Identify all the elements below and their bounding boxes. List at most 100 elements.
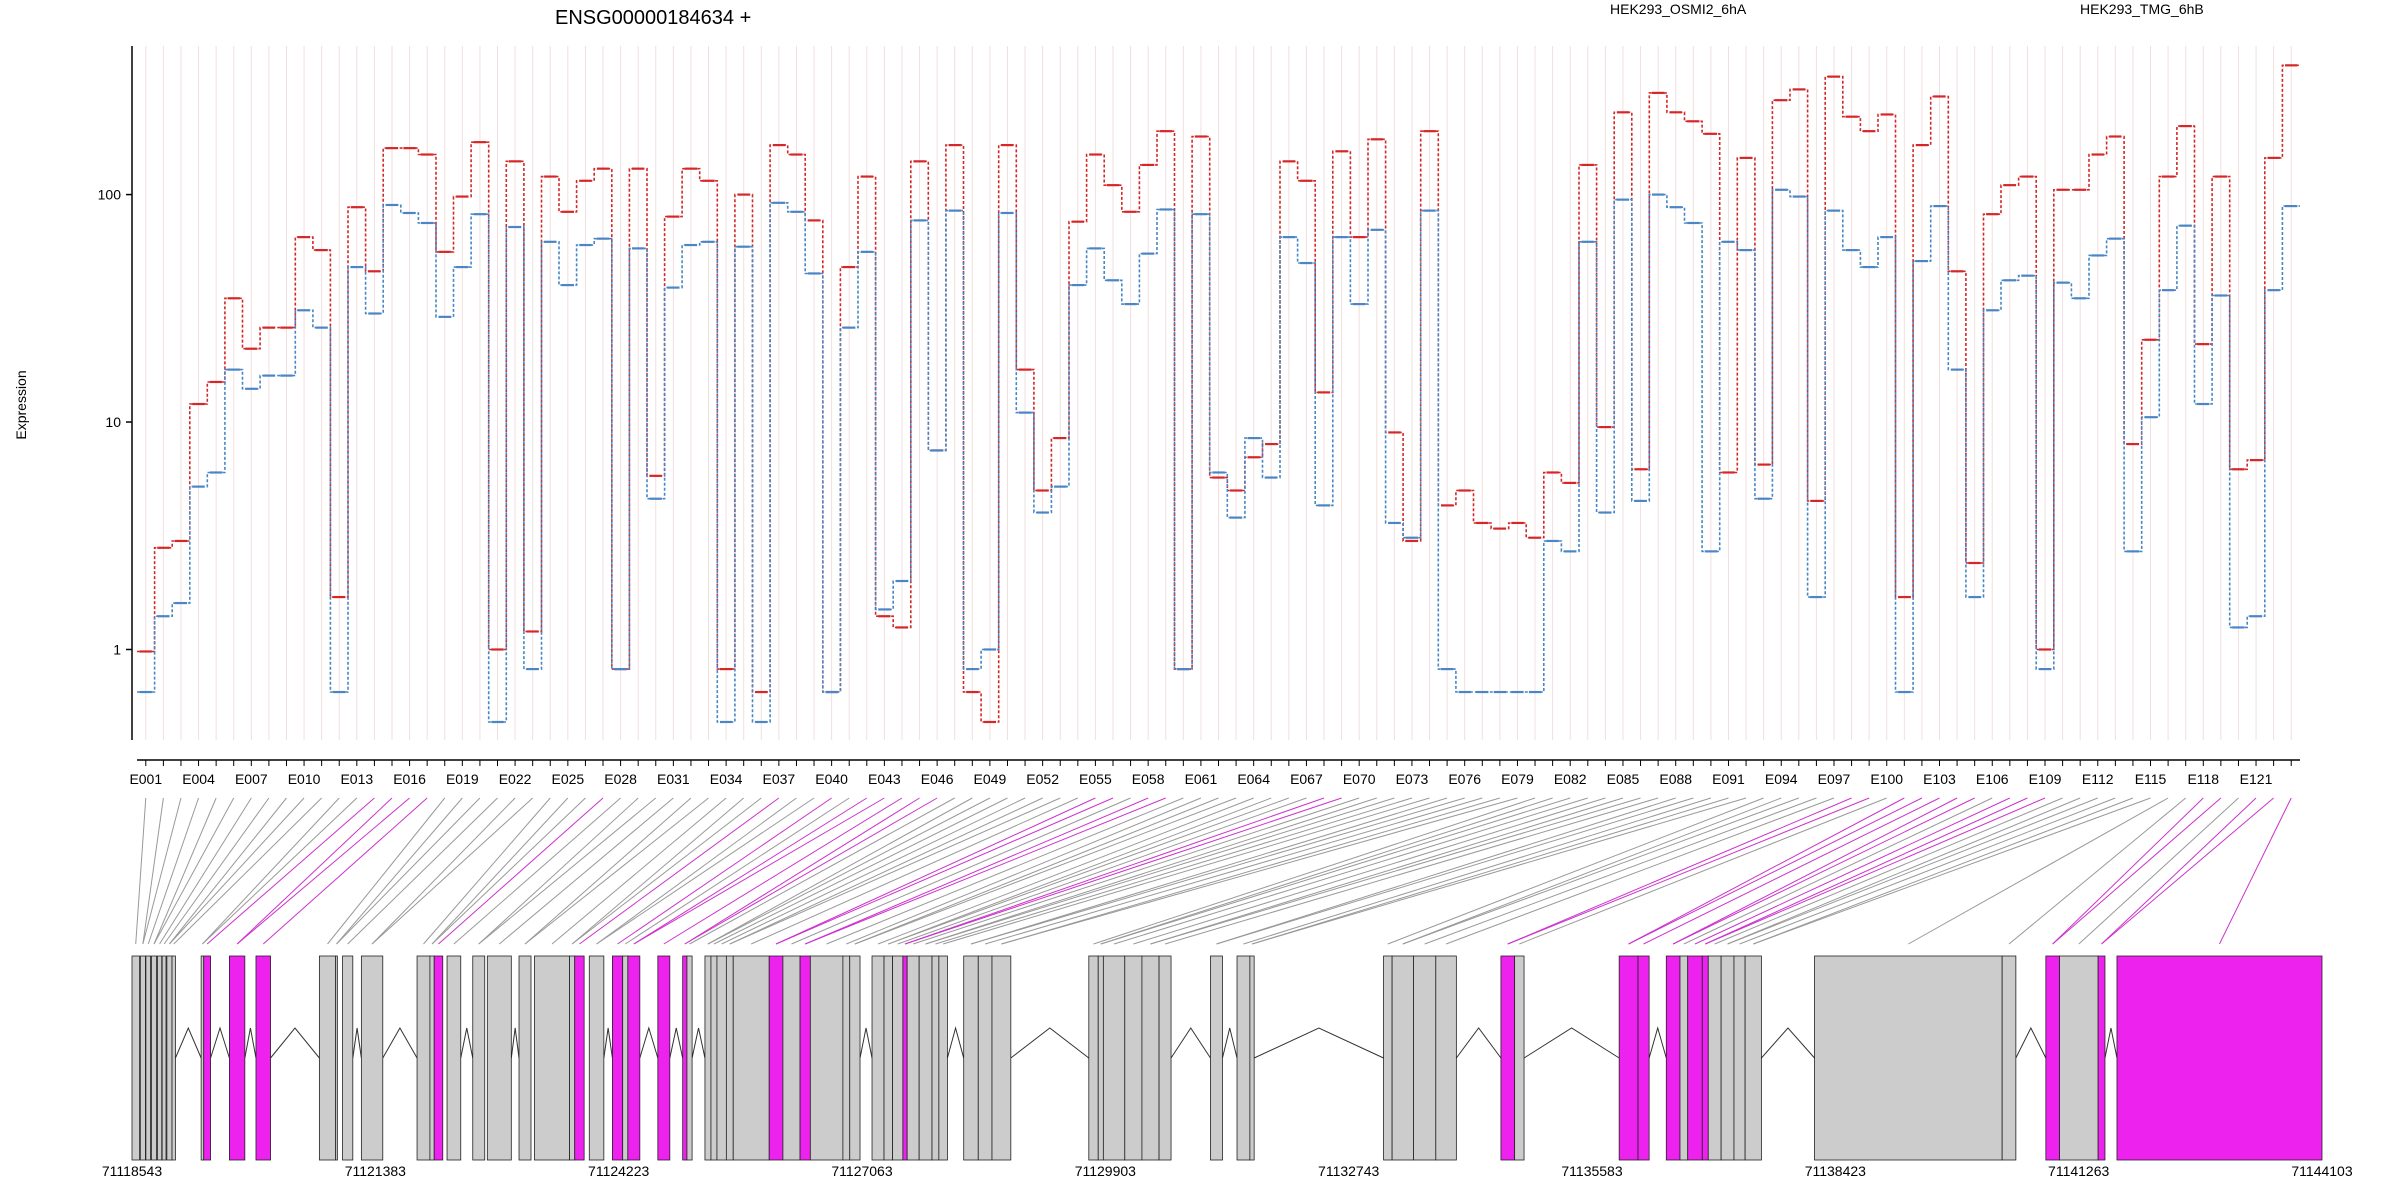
exon-block (977, 955, 993, 1161)
exon-block (229, 955, 246, 1161)
exon-connector (579, 797, 780, 945)
exon-connector (791, 797, 1131, 945)
x-tick-label: E073 (1396, 771, 1429, 787)
exon-connector (1507, 797, 1870, 945)
x-tick-label: E064 (1237, 771, 1270, 787)
exon-connector (721, 797, 1026, 945)
coordinate-label: 71135583 (1561, 1163, 1622, 1179)
exon-block (569, 955, 576, 1161)
exon-connector (888, 797, 1290, 945)
x-tick-label: E031 (657, 771, 690, 787)
exon-block (1383, 955, 1393, 1161)
x-tick-label: E109 (2029, 771, 2062, 787)
exon-connector (169, 797, 305, 945)
y-tick-label: 1 (113, 641, 121, 657)
exon-connector (336, 797, 481, 945)
exon-block (161, 955, 167, 1161)
coordinate-label: 71138423 (1805, 1163, 1866, 1179)
exon-connector (942, 797, 1430, 945)
exon-connector (1739, 797, 2116, 945)
x-tick-label: E118 (2187, 771, 2219, 787)
exon-block (1210, 955, 1223, 1161)
exon-block (1097, 955, 1104, 1161)
x-tick-label: E115 (2135, 771, 2167, 787)
exon-connector (1672, 797, 1958, 945)
x-tick-label: E121 (2240, 771, 2273, 787)
exon-connector (713, 797, 1008, 945)
exon-block (416, 955, 431, 1161)
exon-connector (1100, 797, 1553, 945)
exon-block (1514, 955, 1525, 1161)
exon-connector (1727, 797, 2098, 945)
exon-connector (1113, 797, 1588, 945)
x-tick-label: E022 (499, 771, 532, 787)
x-tick-label: E043 (868, 771, 901, 787)
exon-block (2097, 955, 2106, 1161)
x-tick-label: E091 (1712, 771, 1745, 787)
x-tick-label: E058 (1132, 771, 1165, 787)
exon-connector (888, 797, 1272, 945)
exon-connector (153, 797, 235, 945)
exon-block (255, 955, 271, 1161)
exon-connector (596, 797, 797, 945)
x-tick-label: E079 (1501, 771, 1534, 787)
legend-entry-osmi2: HEK293_OSMI2_6hA (1610, 1, 1747, 17)
exon-block (429, 955, 435, 1161)
exon-connector (1402, 797, 1782, 945)
intron-line (1761, 1027, 1815, 1059)
exon-connector (663, 797, 903, 945)
intron-line (1455, 1027, 1502, 1059)
exon-block (1679, 955, 1689, 1161)
exon-block (2001, 955, 2017, 1161)
coordinate-label: 71132743 (1318, 1163, 1379, 1179)
exon-block (799, 955, 811, 1161)
exon-connector (1705, 797, 2028, 945)
exon-connector (904, 797, 1342, 945)
exon-connector (633, 797, 868, 945)
exon-connector (1164, 797, 1659, 945)
x-tick-label: E040 (815, 771, 848, 787)
exon-block (1665, 955, 1681, 1161)
exon-connector (1243, 797, 1712, 945)
exon-connector (2078, 797, 2239, 945)
exon-connector (423, 797, 551, 945)
exon-connector (751, 797, 1079, 945)
y-tick-label: 100 (98, 187, 122, 203)
exon-connector (2219, 797, 2292, 945)
intron-line (270, 1027, 320, 1059)
exon-connector (206, 797, 375, 945)
exon-connector (912, 797, 1360, 945)
exon-connector (805, 797, 1166, 945)
x-tick-label: E061 (1185, 771, 1218, 787)
exon-connector (826, 797, 1184, 945)
exon-connector (775, 797, 1114, 945)
exon-connector (1251, 797, 1747, 945)
x-tick-label: E010 (288, 771, 321, 787)
exon-connector (2101, 797, 2274, 945)
exon-block (446, 955, 462, 1161)
intron-line (2104, 1027, 2118, 1059)
exon-connector (478, 797, 657, 945)
exon-block (472, 955, 486, 1161)
intron-line (691, 1027, 706, 1059)
x-tick-label: E052 (1026, 771, 1059, 787)
exon-connector (984, 797, 1483, 945)
intron-line (244, 1027, 257, 1059)
exon-block (433, 955, 444, 1161)
x-tick-label: E082 (1554, 771, 1587, 787)
x-tick-label: E037 (763, 771, 796, 787)
exon-block (342, 955, 354, 1161)
x-tick-label: E019 (446, 771, 479, 787)
exon-connector (498, 797, 674, 945)
exon-connector (1387, 797, 1764, 945)
exon-connector (1507, 797, 1852, 945)
x-tick-label: E055 (1079, 771, 1112, 787)
exon-connector (775, 797, 1096, 945)
exon-block (318, 955, 337, 1161)
exon-block (1124, 955, 1143, 1161)
exon-connector-lines (135, 797, 2292, 945)
exon-block (1733, 955, 1746, 1161)
exon-connector (729, 797, 1061, 945)
intron-line (2015, 1026, 2047, 1059)
exon-connector (1093, 797, 1536, 945)
